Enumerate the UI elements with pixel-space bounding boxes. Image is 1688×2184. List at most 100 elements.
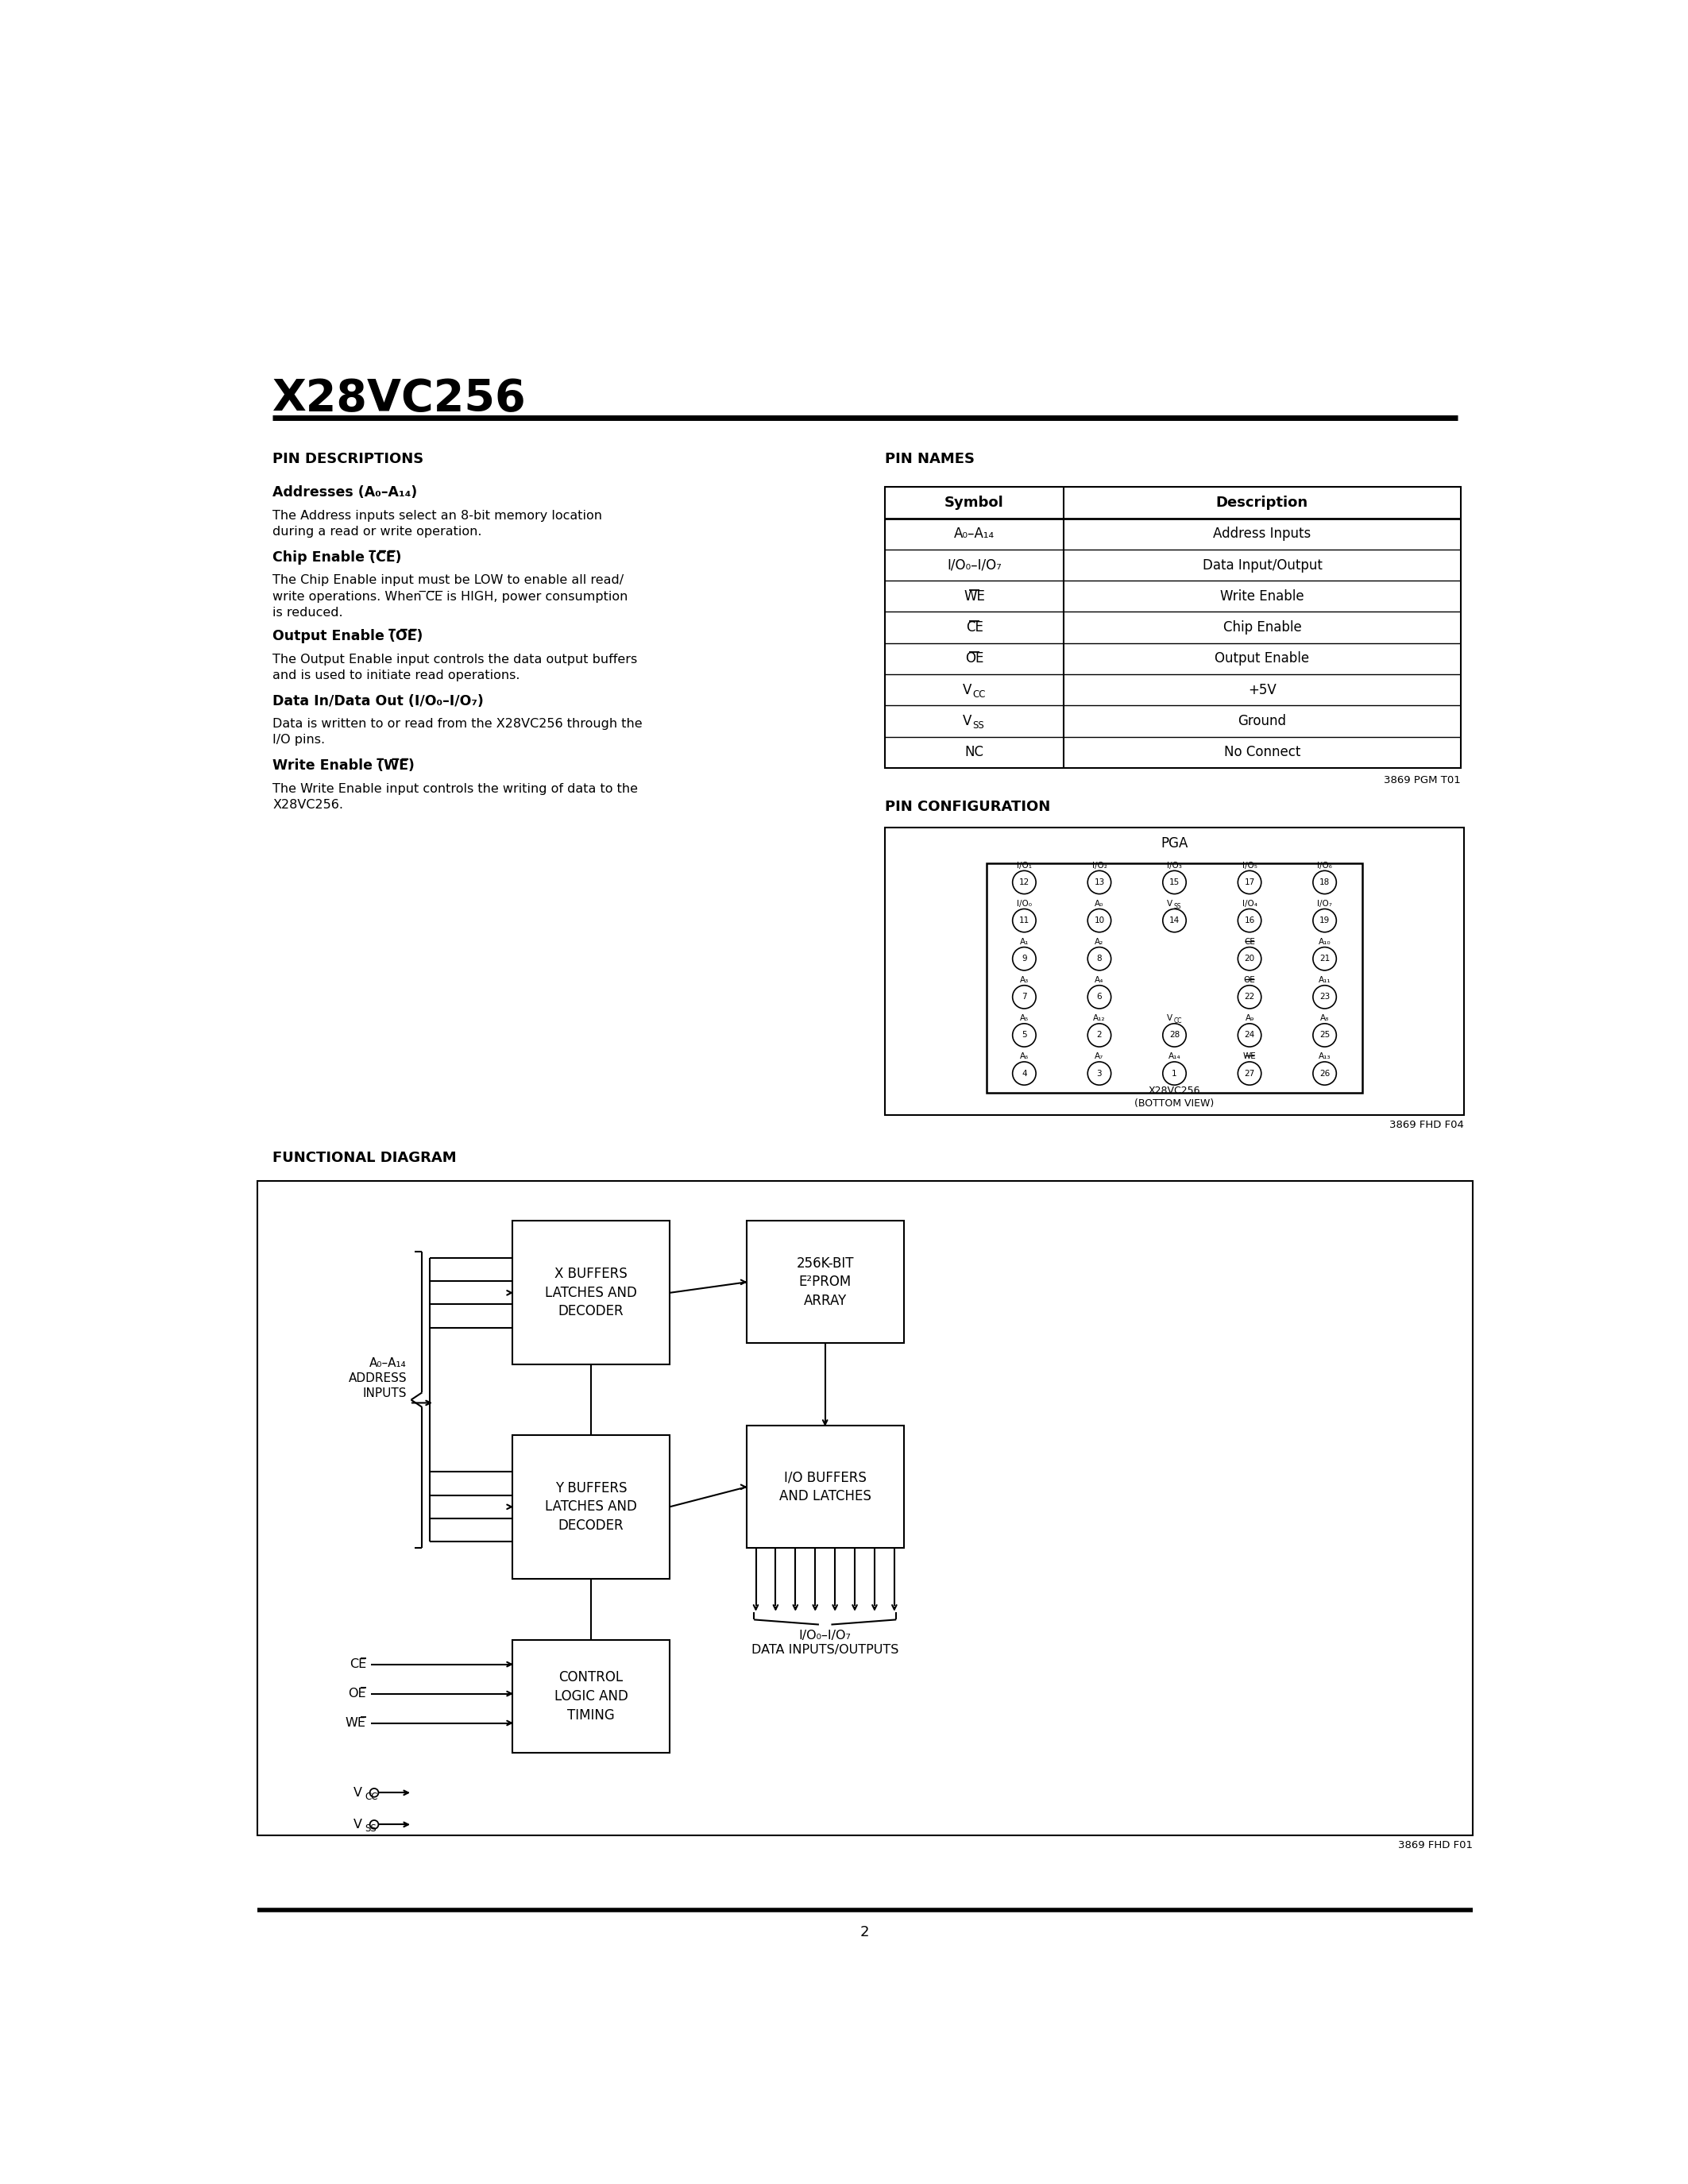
- Text: A₁: A₁: [1020, 937, 1028, 946]
- Text: I/O₀–I/O₇
DATA INPUTS/OUTPUTS: I/O₀–I/O₇ DATA INPUTS/OUTPUTS: [751, 1629, 898, 1655]
- Text: CONTROL
LOGIC AND
TIMING: CONTROL LOGIC AND TIMING: [554, 1671, 628, 1723]
- Text: PIN NAMES: PIN NAMES: [885, 452, 976, 465]
- Text: PGA: PGA: [1161, 836, 1188, 850]
- Text: 19: 19: [1320, 917, 1330, 924]
- Circle shape: [1087, 948, 1111, 970]
- Text: WE: WE: [1242, 1053, 1256, 1061]
- Text: The Address inputs select an 8-bit memory location
during a read or write operat: The Address inputs select an 8-bit memor…: [272, 509, 603, 537]
- Text: WE: WE: [346, 1717, 366, 1730]
- Circle shape: [1237, 909, 1261, 933]
- Text: Description: Description: [1215, 496, 1308, 509]
- Text: A₁₁: A₁₁: [1318, 976, 1330, 985]
- Text: The Output Enable input controls the data output buffers
and is used to initiate: The Output Enable input controls the dat…: [272, 653, 638, 681]
- Circle shape: [1163, 909, 1187, 933]
- Circle shape: [1087, 985, 1111, 1009]
- Text: X28VC256: X28VC256: [272, 378, 527, 419]
- Text: A₅: A₅: [1020, 1013, 1028, 1022]
- Text: Data Input/Output: Data Input/Output: [1202, 557, 1322, 572]
- Text: Symbol: Symbol: [945, 496, 1004, 509]
- Bar: [885, 828, 1463, 1116]
- Text: V: V: [1166, 900, 1173, 909]
- Text: 22: 22: [1244, 994, 1254, 1000]
- Text: I/O₀: I/O₀: [1016, 900, 1031, 909]
- Text: I/O₅: I/O₅: [1242, 860, 1258, 869]
- Text: A₃: A₃: [1020, 976, 1028, 985]
- Circle shape: [1237, 871, 1261, 893]
- Text: PIN CONFIGURATION: PIN CONFIGURATION: [885, 799, 1050, 815]
- Text: NC: NC: [966, 745, 984, 760]
- Text: CE: CE: [1244, 937, 1256, 946]
- Text: Ground: Ground: [1237, 714, 1286, 727]
- Text: A₀–A₁₄: A₀–A₁₄: [954, 526, 994, 542]
- Text: I/O₄: I/O₄: [1242, 900, 1258, 909]
- Text: 11: 11: [1020, 917, 1030, 924]
- Circle shape: [370, 1789, 378, 1797]
- Text: A₂: A₂: [1096, 937, 1104, 946]
- Text: CC: CC: [972, 688, 986, 699]
- Text: 14: 14: [1170, 917, 1180, 924]
- Text: 23: 23: [1320, 994, 1330, 1000]
- Text: 28: 28: [1170, 1031, 1180, 1040]
- Circle shape: [1237, 1061, 1261, 1085]
- Circle shape: [1313, 1061, 1337, 1085]
- Text: 8: 8: [1097, 954, 1102, 963]
- Text: Write Enable: Write Enable: [1220, 590, 1305, 603]
- Text: 26: 26: [1320, 1070, 1330, 1077]
- Text: 3: 3: [1097, 1070, 1102, 1077]
- Text: Output Enable: Output Enable: [1215, 651, 1310, 666]
- Text: A₀–A₁₄
ADDRESS
INPUTS: A₀–A₁₄ ADDRESS INPUTS: [348, 1356, 407, 1400]
- Text: Address Inputs: Address Inputs: [1214, 526, 1312, 542]
- Circle shape: [1163, 1024, 1187, 1046]
- Text: SS: SS: [1173, 902, 1182, 911]
- Text: 27: 27: [1244, 1070, 1254, 1077]
- Text: CE: CE: [349, 1658, 366, 1671]
- Circle shape: [1013, 985, 1036, 1009]
- Text: 20: 20: [1244, 954, 1254, 963]
- Text: 6: 6: [1097, 994, 1102, 1000]
- Circle shape: [1163, 1061, 1187, 1085]
- Text: I/O₃: I/O₃: [1166, 860, 1182, 869]
- Text: V: V: [962, 714, 971, 727]
- Text: Chip Enable (̅C̅E̅): Chip Enable (̅C̅E̅): [272, 550, 402, 566]
- Text: PIN DESCRIPTIONS: PIN DESCRIPTIONS: [272, 452, 424, 465]
- Text: Y BUFFERS
LATCHES AND
DECODER: Y BUFFERS LATCHES AND DECODER: [545, 1481, 636, 1533]
- Text: A₉: A₉: [1246, 1013, 1254, 1022]
- Circle shape: [1313, 871, 1337, 893]
- Text: 13: 13: [1094, 878, 1104, 887]
- Text: 15: 15: [1170, 878, 1180, 887]
- Bar: [513, 1640, 670, 1754]
- Text: A₁₄: A₁₄: [1168, 1053, 1180, 1061]
- Text: X28VC256
(BOTTOM VIEW): X28VC256 (BOTTOM VIEW): [1134, 1085, 1214, 1109]
- Text: I/O₁: I/O₁: [1016, 860, 1031, 869]
- Text: V: V: [354, 1819, 363, 1830]
- Text: A₁₀: A₁₀: [1318, 937, 1330, 946]
- Text: 2: 2: [1097, 1031, 1102, 1040]
- Text: I/O₂: I/O₂: [1092, 860, 1107, 869]
- Text: CE: CE: [966, 620, 982, 636]
- Text: No Connect: No Connect: [1224, 745, 1300, 760]
- Text: A₈: A₈: [1320, 1013, 1328, 1022]
- Text: 256K-BIT
E²PROM
ARRAY: 256K-BIT E²PROM ARRAY: [797, 1256, 854, 1308]
- Text: 2: 2: [861, 1926, 869, 1939]
- Text: Chip Enable: Chip Enable: [1222, 620, 1301, 636]
- Text: 4: 4: [1021, 1070, 1026, 1077]
- Text: 21: 21: [1320, 954, 1330, 963]
- Text: 3869 FHD F04: 3869 FHD F04: [1389, 1120, 1463, 1131]
- Text: OE: OE: [348, 1688, 366, 1699]
- Text: 10: 10: [1094, 917, 1104, 924]
- Text: A₄: A₄: [1096, 976, 1104, 985]
- Bar: [513, 1221, 670, 1365]
- Text: 24: 24: [1244, 1031, 1254, 1040]
- Text: V: V: [1166, 1013, 1173, 1022]
- Text: Data In/Data Out (I/O₀–I/O₇): Data In/Data Out (I/O₀–I/O₇): [272, 695, 484, 708]
- Text: V: V: [354, 1787, 363, 1800]
- Circle shape: [1237, 1024, 1261, 1046]
- Text: The Chip Enable input must be LOW to enable all read/
write operations. When ̅C̅: The Chip Enable input must be LOW to ena…: [272, 574, 628, 618]
- Text: 7: 7: [1021, 994, 1026, 1000]
- Circle shape: [1237, 948, 1261, 970]
- Text: Addresses (A₀–A₁₄): Addresses (A₀–A₁₄): [272, 485, 417, 500]
- Circle shape: [1013, 1061, 1036, 1085]
- Text: WE: WE: [964, 590, 986, 603]
- Text: CC: CC: [365, 1791, 378, 1802]
- Bar: [257, 1182, 1474, 1835]
